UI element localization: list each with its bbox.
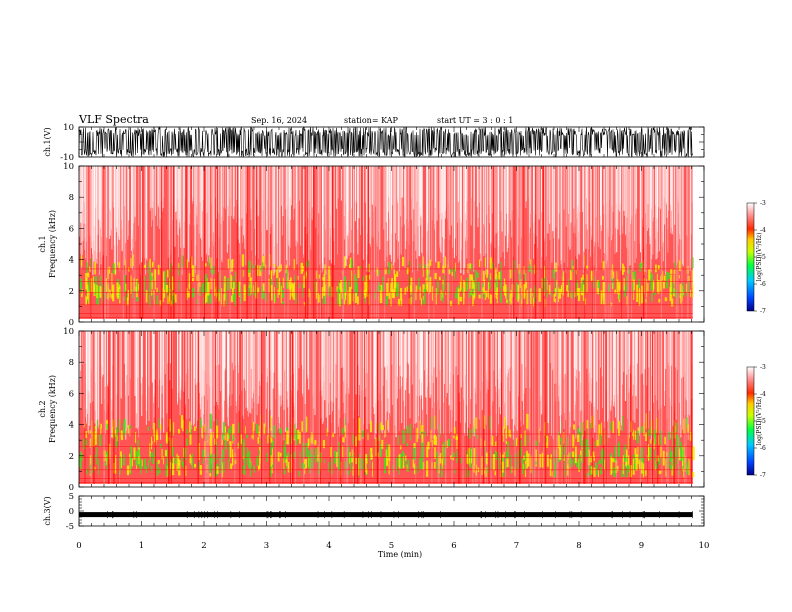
ch2-colorbar-gradient — [746, 366, 755, 476]
time-tick-0: 0 — [76, 541, 81, 551]
ch2-spec-ytick-6: 6 — [69, 389, 74, 399]
time-axis-label: Time (min) — [378, 550, 422, 559]
time-tick-7: 7 — [514, 541, 519, 551]
ch1-colorbar-tick--5: -5 — [760, 254, 766, 261]
ch2-colorbar-tick--7: -7 — [760, 472, 766, 479]
time-tick-4: 4 — [326, 541, 331, 551]
ch3-waveform-line — [79, 512, 693, 518]
ch1-spec-ytick-4: 4 — [69, 256, 74, 266]
time-tick-5: 5 — [389, 541, 394, 551]
ch2-colorbar-label: log(PSD)(V²/Hz) — [756, 397, 763, 446]
ch1-colorbar-tick--3: -3 — [760, 200, 766, 207]
ch3-ytick-5: 5 — [69, 492, 74, 502]
time-tick-8: 8 — [576, 541, 581, 551]
ch1-spectrogram-ylabel-channel: ch.1 — [38, 235, 47, 252]
ch3-ytick--5: -5 — [66, 522, 74, 532]
ch1-waveform-line — [78, 126, 693, 159]
ch1-spec-ytick-2: 2 — [69, 287, 74, 297]
ch2-colorbar-tick--5: -5 — [760, 418, 766, 425]
ch2-colorbar-tick--4: -4 — [760, 391, 766, 398]
time-tick-6: 6 — [451, 541, 456, 551]
ch3-waveform-panel: 50-50 1 2 3 4 5 6 7 8 9 10 ch.3(V) Time (min) — [43, 492, 709, 559]
ch1-spectrogram-ylabel: Frequency (kHz) — [48, 210, 57, 278]
figure-title: VLF Spectra — [78, 113, 149, 126]
ch1-colorbar-tick--6: -6 — [760, 281, 766, 288]
station-label: station= KAP — [344, 116, 399, 125]
ch2-spec-ytick-4: 4 — [69, 421, 74, 431]
ch1-ytick-bottom: -10 — [60, 153, 74, 163]
time-tick-1: 1 — [139, 541, 144, 551]
date-label: Sep. 16, 2024 — [251, 116, 307, 125]
ch1-colorbar-tick--7: -7 — [760, 308, 766, 315]
ch2-spectrogram-ylabel: Frequency (kHz) — [48, 375, 57, 443]
ch1-spec-ytick-10: 10 — [63, 162, 74, 172]
start-time-label: start UT = 3 : 0 : 1 — [437, 116, 513, 125]
ch2-spectrogram-panel: 0 2 4 6 8 10 ch.2 Frequency (kHz) — [38, 327, 705, 493]
time-tick-2: 2 — [201, 541, 206, 551]
ch1-colorbar-tick--4: -4 — [760, 227, 766, 234]
ch2-colorbar: -3 -4 -5 -6 -7 log(PSD)(V²/Hz) — [746, 364, 766, 479]
time-tick-9: 9 — [639, 541, 644, 551]
ch1-colorbar: -3 -4 -5 -6 -7 log(PSD)(V²/Hz) — [746, 200, 766, 315]
time-tick-10: 10 — [699, 541, 710, 551]
ch1-ytick-top: 10 — [63, 123, 74, 133]
ch3-waveform-ticks: 50-50 1 2 3 4 5 6 7 8 9 10 — [66, 492, 710, 551]
ch2-spec-ytick-10: 10 — [63, 327, 74, 337]
ch1-spectrogram-panel: 0 2 4 6 8 10 ch.1 Frequency (kHz) — [38, 162, 705, 328]
ch1-waveform-ticks — [78, 126, 705, 158]
ch1-waveform-panel: 10 -10 ch.1(V) — [43, 123, 705, 163]
ch3-ytick-0: 0 — [69, 507, 74, 517]
ch2-spec-ytick-8: 8 — [69, 358, 74, 368]
ch2-colorbar-tick--3: -3 — [760, 364, 766, 371]
ch2-spectrogram-ylabel-channel: ch.2 — [38, 400, 47, 417]
ch1-spectrogram-ticks: 0 2 4 6 8 10 — [63, 162, 705, 328]
ch2-spec-ytick-0: 0 — [69, 483, 74, 493]
ch1-waveform-trace — [78, 126, 693, 159]
ch1-colorbar-label: log(PSD)(V²/Hz) — [756, 233, 763, 282]
ch2-spectrogram-ticks: 0 2 4 6 8 10 — [63, 327, 705, 493]
ch2-spectrogram-image — [78, 331, 695, 487]
ch2-spec-ytick-2: 2 — [69, 452, 74, 462]
ch1-spec-ytick-0: 0 — [69, 318, 74, 328]
ch1-colorbar-gradient — [746, 202, 755, 312]
ch1-spec-ytick-6: 6 — [69, 224, 74, 234]
ch3-waveform-ylabel: ch.3(V) — [43, 496, 52, 525]
ch2-colorbar-tick--6: -6 — [760, 445, 766, 452]
ch1-waveform-ylabel: ch.1(V) — [43, 127, 52, 156]
time-tick-3: 3 — [264, 541, 269, 551]
ch3-waveform-trace — [79, 511, 693, 519]
ch1-spec-ytick-8: 8 — [69, 193, 74, 203]
ch1-spectrogram-image — [78, 166, 694, 322]
